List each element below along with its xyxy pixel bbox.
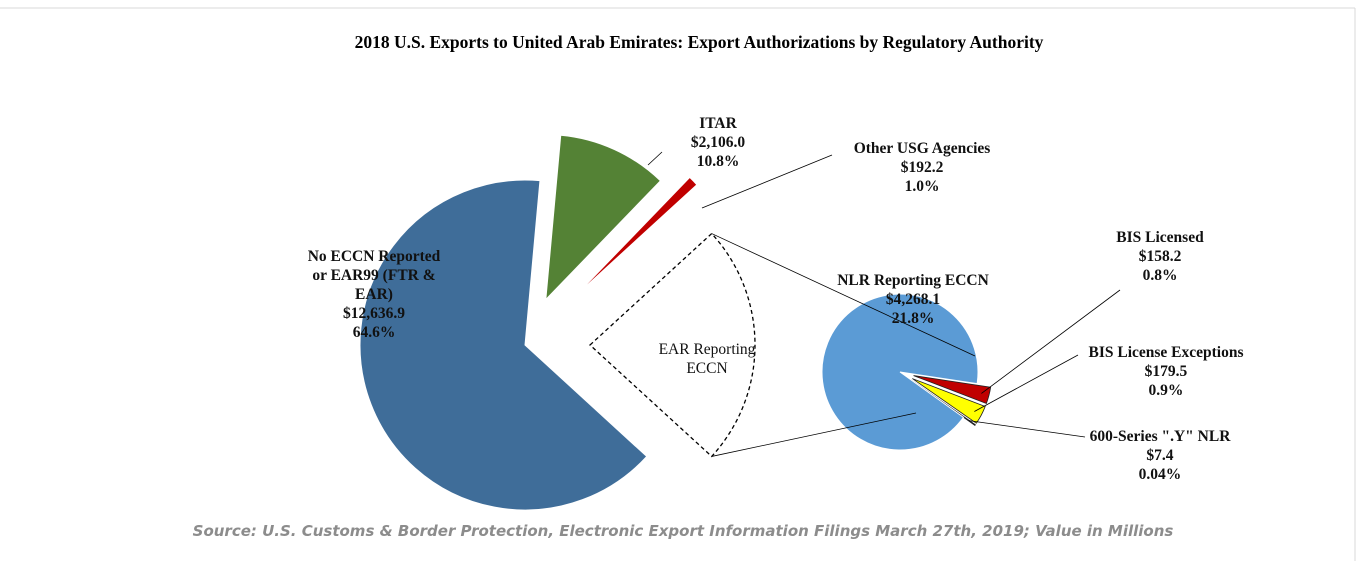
other-usg-label-line: Other USG Agencies: [853, 140, 991, 157]
600-series-label-line: 0.04%: [1138, 466, 1182, 483]
pie-slice: [574, 176, 698, 297]
pie-slice: [545, 134, 662, 301]
source-note: Source: U.S. Customs & Border Protection…: [192, 522, 1174, 540]
other-usg-label-line: 1.0%: [904, 178, 940, 195]
bis-exceptions-label-line: BIS License Exceptions: [1088, 344, 1244, 361]
bis-licensed-label-line: BIS Licensed: [1116, 229, 1204, 246]
secondary-slice: [913, 375, 992, 404]
600-series-label-line: $7.4: [1146, 447, 1174, 464]
leader-line: [981, 289, 1121, 394]
no-eccn-label-line: 64.6%: [352, 324, 396, 341]
leader-line: [647, 151, 663, 166]
600-series-label-line: 600-Series ".Y" NLR: [1089, 428, 1231, 445]
ear-slice-outline: [589, 232, 756, 458]
itar-label-line: ITAR: [699, 115, 737, 132]
no-eccn-label: No ECCN Reported or EAR99 (FTR & EAR) $12…: [299, 247, 449, 342]
600-series-label: 600-Series ".Y" NLR $7.4 0.04%: [1090, 427, 1231, 484]
leader-line: [968, 420, 1086, 438]
connector-line: [711, 233, 976, 357]
ear-label: EAR Reporting ECCN: [642, 340, 772, 378]
leader-line: [974, 354, 1079, 412]
nlr-label-line: NLR Reporting ECCN: [837, 272, 989, 289]
secondary-slice: [912, 378, 986, 424]
bis-licensed-label: BIS Licensed $158.2 0.8%: [1116, 228, 1203, 285]
bis-licensed-label-line: $158.2: [1138, 248, 1182, 265]
bis-exceptions-label: BIS License Exceptions $179.5 0.9%: [1088, 343, 1243, 400]
chart-title: 2018 U.S. Exports to United Arab Emirate…: [354, 32, 1044, 52]
no-eccn-label-line: No ECCN Reported or EAR99 (FTR & EAR): [307, 248, 441, 303]
secondary-slice: [821, 293, 979, 451]
bis-exceptions-label-line: 0.9%: [1148, 382, 1184, 399]
bis-exceptions-label-line: $179.5: [1144, 363, 1188, 380]
bis-licensed-label-line: 0.8%: [1142, 267, 1178, 284]
no-eccn-label-line: $12,636.9: [343, 305, 405, 322]
other-usg-label-line: $192.2: [900, 159, 944, 176]
itar-label-line: 10.8%: [696, 153, 740, 170]
nlr-label-line: $4,268.1: [885, 291, 941, 308]
nlr-label-line: 21.8%: [891, 310, 935, 327]
ear-label-line: EAR Reporting ECCN: [658, 341, 756, 377]
other-usg-label: Other USG Agencies $192.2 1.0%: [854, 139, 991, 196]
itar-label: ITAR $2,106.0 10.8%: [691, 114, 745, 171]
leader-line: [701, 154, 833, 209]
nlr-label: NLR Reporting ECCN $4,268.1 21.8%: [837, 271, 989, 328]
connector-line: [711, 412, 917, 457]
pie-slice: [359, 179, 648, 511]
itar-label-line: $2,106.0: [690, 134, 746, 151]
